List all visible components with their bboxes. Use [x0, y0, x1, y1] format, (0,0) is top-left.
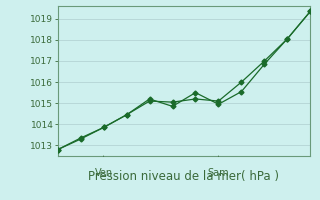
Text: Sam: Sam — [208, 168, 229, 178]
X-axis label: Pression niveau de la mer( hPa ): Pression niveau de la mer( hPa ) — [89, 170, 279, 183]
Text: Ven: Ven — [94, 168, 113, 178]
